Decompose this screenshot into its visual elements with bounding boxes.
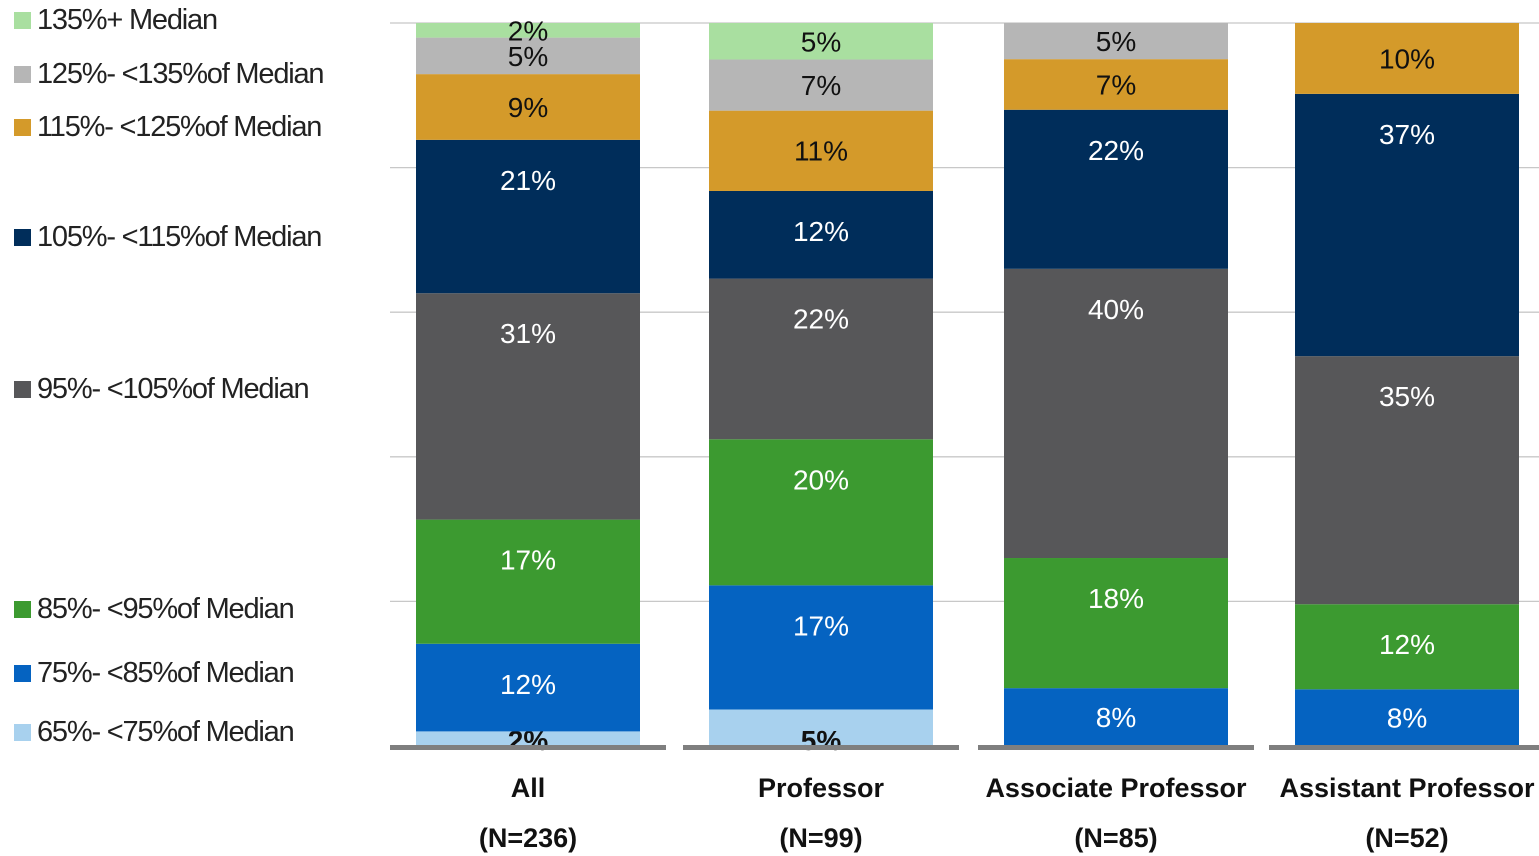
- data-label: 37%: [1379, 119, 1435, 150]
- bar-segment: [416, 643, 640, 732]
- legend-item-115-125: 115%- <125%of Median: [14, 110, 322, 143]
- legend-label: 65%- <75%of Median: [37, 715, 295, 748]
- data-label: 17%: [500, 545, 556, 576]
- legend-label: 115%- <125%of Median: [37, 110, 322, 143]
- bar-segment: [1295, 604, 1519, 690]
- data-label: 8%: [1096, 702, 1136, 733]
- data-label: 7%: [1096, 69, 1136, 100]
- bar-segment: [1004, 558, 1228, 689]
- data-label: 8%: [1387, 703, 1427, 734]
- bar-segment: [416, 293, 640, 520]
- legend-label: 95%- <105%of Median: [37, 372, 310, 405]
- bar-segment: [709, 23, 933, 60]
- bar-segment: [1295, 356, 1519, 605]
- data-label: 18%: [1088, 583, 1144, 614]
- data-label: 17%: [793, 610, 849, 641]
- legend-label: 85%- <95%of Median: [37, 592, 295, 625]
- legend-swatch: [14, 228, 31, 246]
- bar-segment: [709, 278, 933, 440]
- data-label: 40%: [1088, 294, 1144, 325]
- bar-segment: [709, 585, 933, 710]
- data-label: 5%: [1096, 26, 1136, 57]
- data-label: 12%: [1379, 629, 1435, 660]
- legend-swatch: [14, 723, 31, 741]
- legend-item-135-plus: 135%+ Median: [14, 3, 218, 36]
- legend-swatch: [14, 65, 31, 83]
- bar-segment: [416, 731, 640, 746]
- legend-item-95-105: 95%- <105%of Median: [14, 372, 310, 405]
- legend-item-75-85: 75%- <85%of Median: [14, 656, 295, 689]
- legend-label: 125%- <135%of Median: [37, 57, 325, 90]
- bar-segment: [709, 709, 933, 746]
- data-label: 11%: [794, 136, 848, 167]
- category-label: Professor: [758, 773, 885, 803]
- bar-segment: [709, 190, 933, 279]
- data-label: 22%: [793, 304, 849, 335]
- legend-swatch: [14, 11, 31, 29]
- category-count-label: (N=85): [1074, 823, 1157, 853]
- legend-swatch: [14, 664, 31, 682]
- category-count-label: (N=236): [479, 823, 577, 853]
- legend-label: 105%- <115%of Median: [37, 220, 322, 253]
- data-label: 7%: [801, 70, 841, 101]
- category-label: All: [511, 773, 546, 803]
- data-label: 5%: [801, 725, 842, 756]
- bar-segment: [709, 439, 933, 586]
- legend-swatch: [14, 380, 31, 398]
- bar-segment: [1004, 59, 1228, 110]
- baseline: [683, 745, 959, 750]
- data-label: 12%: [500, 669, 556, 700]
- legend-swatch: [14, 118, 31, 136]
- category-count-label: (N=52): [1365, 823, 1448, 853]
- data-label: 5%: [801, 26, 841, 57]
- baseline: [1269, 745, 1539, 750]
- baseline: [390, 745, 666, 750]
- bar-segment: [709, 59, 933, 111]
- bar-segment: [1295, 689, 1519, 746]
- bar-segment: [1295, 23, 1519, 94]
- category-label: Assistant Professor: [1279, 773, 1535, 803]
- data-label: 20%: [793, 464, 849, 495]
- bar-segment: [1004, 688, 1228, 746]
- data-label: 22%: [1088, 135, 1144, 166]
- bar-segment: [1004, 109, 1228, 269]
- bar-segment: [416, 139, 640, 294]
- category-count-label: (N=99): [779, 823, 862, 853]
- data-label: 2%: [508, 15, 548, 46]
- data-label: 21%: [500, 165, 556, 196]
- data-label: 12%: [793, 216, 849, 247]
- bar-segment: [416, 23, 640, 38]
- legend-swatch: [14, 600, 31, 618]
- bar-segment: [1295, 93, 1519, 357]
- bar-segment: [416, 37, 640, 75]
- chart-legend: 135%+ Median 125%- <135%of Median 115%- …: [0, 0, 380, 760]
- bar-segment: [416, 74, 640, 140]
- data-label: 10%: [1379, 43, 1435, 74]
- data-label: 31%: [500, 318, 556, 349]
- bar-segment: [709, 110, 933, 191]
- baseline: [978, 745, 1254, 750]
- legend-item-85-95: 85%- <95%of Median: [14, 592, 295, 625]
- bar-segment: [1004, 268, 1228, 559]
- legend-item-65-75: 65%- <75%of Median: [14, 715, 295, 748]
- category-label: Associate Professor: [985, 773, 1247, 803]
- legend-label: 75%- <85%of Median: [37, 656, 295, 689]
- bar-segment: [1004, 23, 1228, 60]
- data-label: 5%: [508, 41, 548, 72]
- legend-item-125-135: 125%- <135%of Median: [14, 57, 325, 90]
- legend-label: 135%+ Median: [37, 3, 218, 36]
- bar-segment: [416, 519, 640, 644]
- legend-item-105-115: 105%- <115%of Median: [14, 220, 322, 253]
- data-label: 9%: [508, 92, 548, 123]
- data-label: 35%: [1379, 381, 1435, 412]
